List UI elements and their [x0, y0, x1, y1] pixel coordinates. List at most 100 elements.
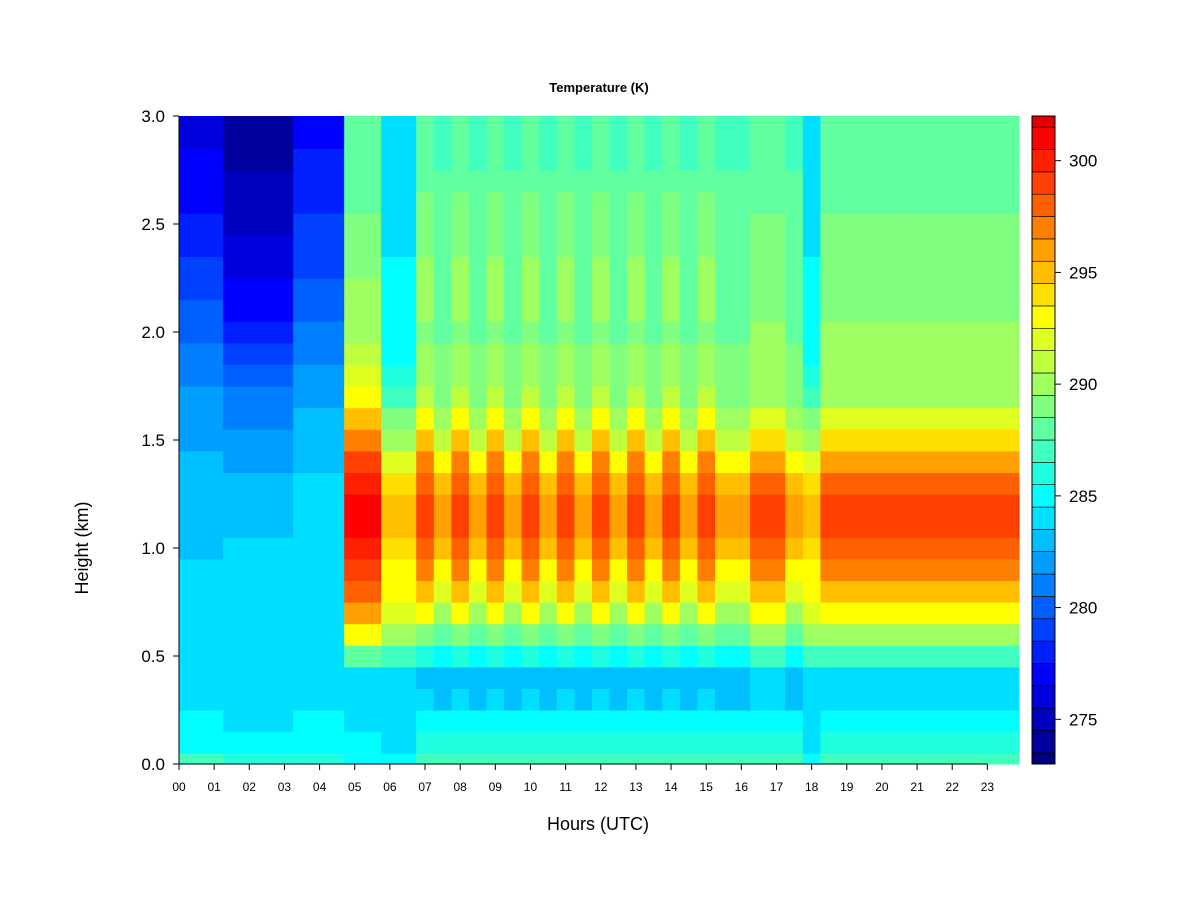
heatmap-cell — [820, 386, 839, 409]
colorbar-swatch — [1031, 305, 1056, 329]
heatmap-cell — [556, 126, 575, 149]
x-tick-label: 03 — [278, 780, 292, 794]
heatmap-cell — [451, 256, 470, 279]
heatmap-cell — [591, 645, 611, 668]
heatmap-cell — [873, 602, 892, 625]
heatmap-cell — [258, 386, 277, 409]
heatmap-cell — [240, 494, 259, 517]
heatmap-cell — [697, 234, 716, 257]
heatmap-cell — [486, 515, 505, 538]
heatmap-cell — [381, 666, 400, 689]
heatmap-cell — [591, 710, 611, 733]
heatmap-cell — [468, 126, 488, 149]
heatmap-cell — [275, 710, 294, 733]
heatmap-cell — [205, 126, 224, 149]
heatmap-cell — [179, 602, 189, 625]
heatmap-cell — [838, 256, 857, 279]
heatmap-cell — [310, 299, 329, 322]
heatmap-cell — [802, 710, 822, 733]
heatmap-cell — [838, 191, 857, 214]
heatmap-cell — [890, 515, 909, 538]
heatmap-cell — [275, 148, 294, 171]
heatmap-cell — [714, 602, 734, 625]
heatmap-cell — [714, 148, 734, 171]
heatmap-cell — [943, 558, 962, 581]
heatmap-cell — [978, 256, 997, 279]
x-tick-label: 06 — [383, 780, 397, 794]
heatmap-cell — [1011, 148, 1020, 171]
heatmap-cell — [609, 191, 628, 214]
heatmap-cell — [890, 126, 909, 149]
heatmap-cell — [179, 116, 189, 128]
heatmap-cell — [627, 116, 646, 128]
heatmap-cell — [504, 364, 523, 387]
heatmap-cell — [187, 450, 206, 473]
heatmap-cell — [205, 688, 224, 711]
heatmap-cell — [750, 623, 769, 646]
heatmap-cell — [996, 116, 1013, 128]
heatmap-cell — [574, 191, 593, 214]
heatmap-cell — [838, 623, 857, 646]
heatmap-cell — [627, 602, 646, 625]
heatmap-cell — [996, 256, 1013, 279]
heatmap-cell — [398, 558, 417, 581]
heatmap-cell — [398, 623, 417, 646]
heatmap-cell — [521, 126, 540, 149]
heatmap-cell — [222, 472, 242, 495]
heatmap-cell — [504, 116, 523, 128]
heatmap-cell — [433, 234, 452, 257]
heatmap-cell — [451, 126, 470, 149]
heatmap-cell — [697, 602, 716, 625]
heatmap-cell — [328, 342, 345, 365]
heatmap-cell — [838, 602, 857, 625]
heatmap-cell — [714, 450, 734, 473]
heatmap-cell — [293, 429, 312, 452]
heatmap-cell — [310, 342, 329, 365]
heatmap-cell — [521, 364, 540, 387]
colorbar-tick-label: 275 — [1069, 710, 1097, 729]
heatmap-cell — [1011, 602, 1020, 625]
heatmap-cell — [838, 515, 857, 538]
x-tick-label: 08 — [453, 780, 467, 794]
heatmap-cell — [978, 386, 997, 409]
heatmap-cell — [838, 407, 857, 430]
heatmap-cell — [451, 602, 470, 625]
x-tick-label: 00 — [172, 780, 186, 794]
heatmap-cell — [367, 256, 382, 279]
heatmap-cell — [416, 256, 435, 279]
heatmap-cell — [486, 126, 505, 149]
heatmap-cell — [521, 321, 540, 344]
heatmap-cell — [1011, 710, 1020, 733]
heatmap-cell — [925, 623, 945, 646]
heatmap-cell — [504, 407, 523, 430]
heatmap-cell — [785, 688, 804, 711]
heatmap-cell — [416, 537, 435, 560]
heatmap-cell — [855, 688, 874, 711]
heatmap-cell — [961, 494, 980, 517]
heatmap-cell — [328, 278, 345, 301]
heatmap-cell — [187, 602, 206, 625]
heatmap-cell — [367, 731, 382, 754]
heatmap-cell — [925, 450, 945, 473]
heatmap-cell — [591, 407, 611, 430]
heatmap-cell — [179, 753, 189, 765]
heatmap-cell — [714, 213, 734, 236]
heatmap-cell — [205, 116, 224, 128]
heatmap-cell — [222, 386, 242, 409]
heatmap-cell — [908, 753, 927, 765]
heatmap-cell — [398, 321, 417, 344]
heatmap-cell — [328, 731, 345, 754]
heatmap-cell — [908, 191, 927, 214]
heatmap-cell — [838, 710, 857, 733]
heatmap-cell — [275, 580, 294, 603]
heatmap-cell — [367, 191, 382, 214]
heatmap-cell — [996, 126, 1013, 149]
heatmap-cell — [961, 234, 980, 257]
colorbar-swatch — [1031, 462, 1056, 485]
heatmap-cell — [179, 213, 189, 236]
heatmap-cell — [961, 623, 980, 646]
heatmap-cell — [240, 299, 259, 322]
heatmap-cell — [820, 321, 839, 344]
heatmap-cell — [732, 558, 751, 581]
heatmap-cell — [697, 191, 716, 214]
